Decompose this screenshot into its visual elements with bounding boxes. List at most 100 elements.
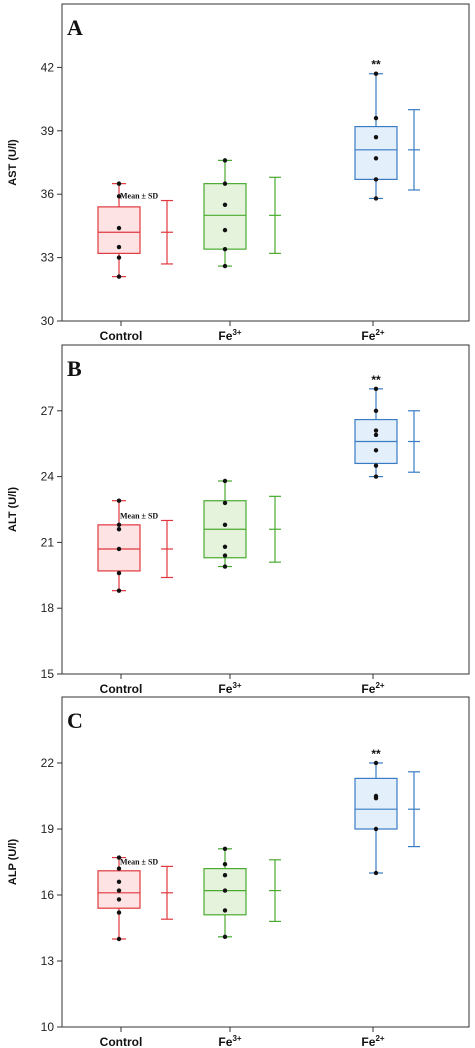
y-tick-label: 42 xyxy=(41,60,55,74)
mean-sd-Fe2+ xyxy=(408,410,420,473)
data-point xyxy=(116,879,122,884)
data-point xyxy=(373,386,379,392)
box-Control xyxy=(97,498,141,593)
y-tick-label: 18 xyxy=(41,601,55,615)
data-point xyxy=(116,936,122,942)
significance-label: ** xyxy=(371,58,381,72)
panel-C: 10 13 16 19 22 Control Fe3+ Fe2+ ALP (U/l) C Mean … xyxy=(7,696,470,1048)
box-iqr xyxy=(354,777,398,830)
data-point xyxy=(373,156,379,161)
data-point xyxy=(373,134,379,140)
data-point xyxy=(222,553,228,558)
y-tick-label: 36 xyxy=(41,187,55,201)
data-point xyxy=(222,181,228,186)
mean-sd-Fe3+ xyxy=(269,859,281,923)
box-Fe3+ xyxy=(203,158,247,269)
box-iqr xyxy=(203,183,247,250)
data-point xyxy=(373,432,379,438)
data-point xyxy=(116,910,122,915)
box-Fe3+ xyxy=(203,478,247,569)
panel-B: 15 18 21 24 27 Control Fe3+ Fe2+ ALT (U/l) B Mean … xyxy=(7,344,470,696)
mean-sd-Control xyxy=(161,519,173,579)
data-point xyxy=(373,196,379,201)
y-tick-label: 13 xyxy=(41,954,55,968)
data-point xyxy=(222,246,228,252)
x-category-label: Fe2+ xyxy=(361,1034,384,1048)
data-point xyxy=(222,202,228,207)
x-category-label: Fe2+ xyxy=(361,328,384,343)
y-tick-label: 19 xyxy=(41,822,55,836)
data-point xyxy=(373,408,379,413)
data-point xyxy=(373,428,379,433)
data-point xyxy=(373,115,379,121)
panel-label: A xyxy=(67,15,83,40)
plot-frame xyxy=(61,344,470,675)
y-tick-label: 21 xyxy=(41,535,55,549)
mean-sd-Fe3+ xyxy=(269,176,281,254)
x-category-label: Control xyxy=(100,1035,143,1048)
mean-sd-annotation: Mean ± SD xyxy=(120,511,158,520)
x-category-label: Fe2+ xyxy=(361,681,384,696)
data-point xyxy=(222,862,228,867)
data-point xyxy=(222,478,228,484)
y-tick-label: 39 xyxy=(41,124,55,138)
data-point xyxy=(116,546,122,552)
data-point xyxy=(373,474,379,479)
plot-frame xyxy=(61,3,470,322)
data-point xyxy=(222,934,228,939)
y-axis-label: ALP (U/l) xyxy=(7,839,19,886)
mean-sd-Control xyxy=(161,865,173,920)
data-point xyxy=(373,463,379,468)
box-Fe2+ xyxy=(354,386,398,479)
box-Control xyxy=(97,181,141,279)
data-point xyxy=(116,570,122,576)
data-point xyxy=(222,908,228,913)
y-axis-label: ALT (U/l) xyxy=(7,487,19,532)
box-Fe3+ xyxy=(203,846,247,939)
data-point xyxy=(116,244,122,250)
data-point xyxy=(116,194,122,199)
data-point xyxy=(116,855,122,860)
data-point xyxy=(116,181,122,186)
box-Fe2+ xyxy=(354,71,398,201)
y-tick-label: 30 xyxy=(41,314,55,328)
mean-sd-Fe2+ xyxy=(408,771,420,848)
data-point xyxy=(373,448,379,453)
data-point xyxy=(373,177,379,182)
data-point xyxy=(116,274,122,279)
x-category-label: Fe3+ xyxy=(218,328,241,343)
panel-label: B xyxy=(67,356,82,381)
x-category-label: Control xyxy=(100,682,143,696)
plot-frame xyxy=(61,696,470,1028)
data-point xyxy=(373,870,379,876)
x-category-label: Fe3+ xyxy=(218,1034,241,1048)
significance-label: ** xyxy=(371,747,381,761)
data-point xyxy=(222,888,228,893)
mean-sd-annotation: Mean ± SD xyxy=(120,192,158,201)
y-tick-label: 16 xyxy=(41,888,55,902)
y-tick-label: 27 xyxy=(41,404,55,418)
data-point xyxy=(222,500,228,506)
data-point xyxy=(222,522,228,528)
y-tick-label: 22 xyxy=(41,756,55,770)
y-tick-label: 10 xyxy=(41,1020,55,1034)
x-category-label: Fe3+ xyxy=(218,681,241,696)
mean-sd-Fe3+ xyxy=(269,495,281,563)
data-point xyxy=(222,873,228,878)
data-point xyxy=(222,263,228,269)
data-point xyxy=(222,846,228,851)
y-tick-label: 15 xyxy=(41,667,55,681)
panel-label: C xyxy=(67,708,83,733)
data-point xyxy=(373,760,379,766)
mean-sd-Fe2+ xyxy=(408,109,420,191)
box-Fe2+ xyxy=(354,760,398,876)
data-point xyxy=(116,255,122,260)
box-Control xyxy=(97,855,141,942)
box-iqr xyxy=(354,125,398,181)
data-point xyxy=(116,897,122,902)
data-point xyxy=(373,71,379,76)
y-tick-label: 24 xyxy=(41,470,55,484)
data-point xyxy=(116,522,122,528)
data-point xyxy=(116,225,122,231)
data-point xyxy=(116,498,122,503)
